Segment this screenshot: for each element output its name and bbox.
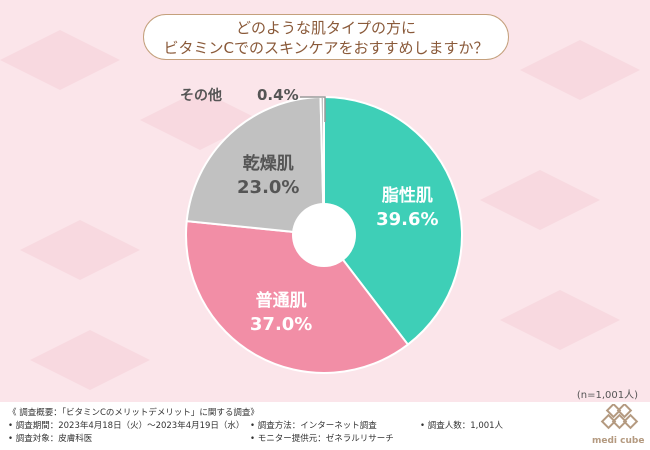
slice-3 [185,96,326,237]
background-pattern [0,30,640,390]
slice-value-3: 23.0% [237,177,299,198]
slice-2 [185,220,410,374]
footer-target: • 調査対象：皮膚科医 [8,434,93,444]
slice-value-2: 37.0% [250,314,312,335]
footer-overview: 《 調査概要：「ビタミンCのメリットデメリット」に関する調査》 [8,408,259,418]
footer-method: • 調査方法：インターネット調査 [250,421,377,431]
sample-size: (n=1,001人) [576,390,638,401]
slice-label-4: その他 [180,87,222,104]
slice-value-1: 39.6% [376,209,438,230]
title-line-2: ビタミンCでのスキンケアをおすすめしますか？ [163,39,489,57]
slice-label-1: 脂性肌 [382,185,433,206]
footer-period: • 調査期間：2023年4月18日（火）～2023年4月19日（水） [8,421,245,431]
chart-labels: 脂性肌 39.6% 普通肌 37.0% 乾燥肌 23.0% その他 0.4% [180,86,439,335]
donut-hole [292,203,356,267]
slice-value-4: 0.4% [257,86,299,104]
survey-footer: 《 調査概要：「ビタミンCのメリットデメリット」に関する調査》 • 調査期間：2… [0,402,650,450]
medicube-logo-icon [600,404,639,430]
question-title: どのような肌タイプの方に ビタミンCでのスキンケアをおすすめしますか？ [143,14,509,60]
footer-count: • 調査人数：1,001人 [420,421,504,431]
slice-label-2: 普通肌 [256,290,307,311]
chart-slices [185,95,463,374]
title-line-1: どのような肌タイプの方に [235,19,416,37]
logo-text: medi cube [592,436,645,446]
donut-chart: 脂性肌 39.6% 普通肌 37.0% 乾燥肌 23.0% その他 0.4% [180,86,463,374]
slice-label-3: 乾燥肌 [243,153,294,174]
other-leader-line [300,96,326,122]
footer-provider: • モニター提供元：ゼネラルリサーチ [250,434,394,444]
slice-1 [323,95,463,346]
